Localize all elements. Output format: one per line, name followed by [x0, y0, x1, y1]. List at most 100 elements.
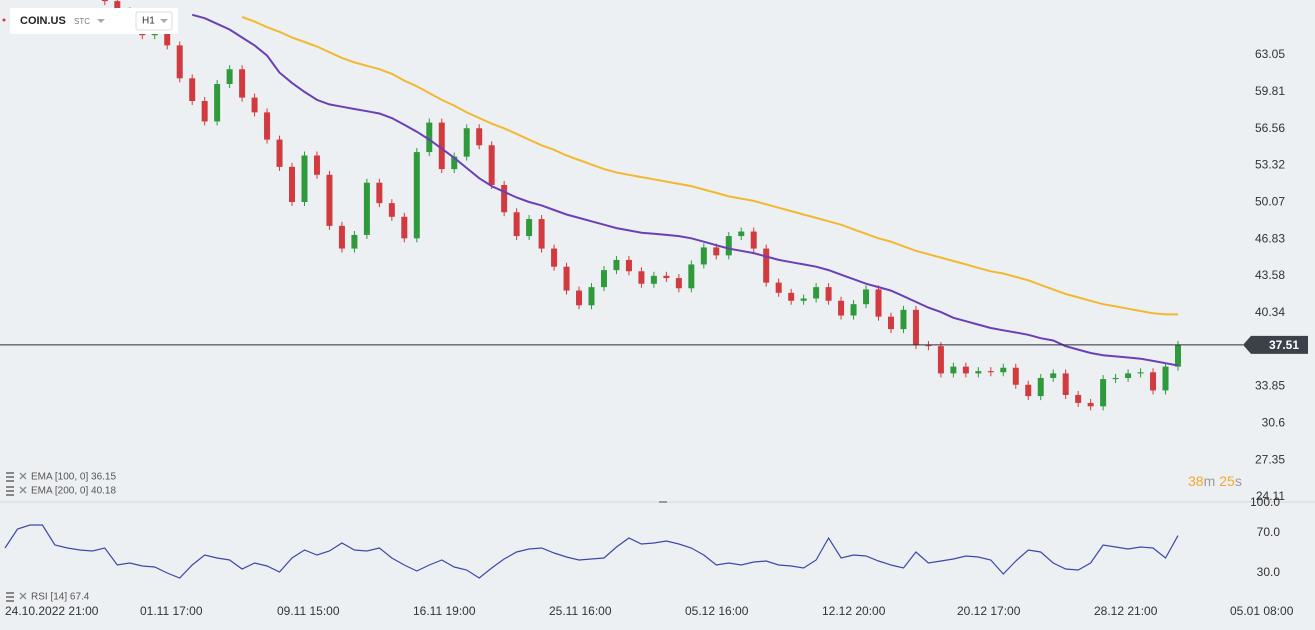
candle — [725, 236, 732, 256]
candle — [338, 225, 345, 249]
candle — [838, 300, 845, 316]
rsi-line — [4, 524, 1179, 579]
candle — [501, 185, 508, 213]
symbol[interactable]: COIN.US — [20, 15, 66, 27]
axes: 63.05 59.81 56.56 53.32 50.07 46.83 43.58 40.34… — [5, 47, 1294, 618]
countdown-seconds: 25 — [1219, 473, 1235, 489]
candle — [1175, 345, 1181, 367]
candle — [1050, 373, 1057, 378]
candle — [875, 289, 882, 317]
candle — [1012, 367, 1019, 385]
price-tag — [1243, 335, 1308, 354]
candle — [1125, 373, 1132, 378]
ema-line — [191, 13, 1179, 367]
candle — [313, 155, 320, 175]
candle — [176, 45, 183, 79]
candle — [376, 182, 383, 204]
countdown-seconds-unit: s — [1235, 473, 1242, 489]
y-tick-label: 63.05 — [1255, 47, 1285, 61]
price-pane — [101, 0, 1181, 411]
countdown-minutes-unit: m — [1204, 473, 1216, 489]
candle — [1100, 379, 1107, 407]
symbol-dropdown[interactable] — [97, 19, 105, 23]
candle — [251, 97, 258, 113]
candle — [688, 264, 695, 289]
candle — [887, 316, 894, 330]
x-tick-label: 20.12 17:00 — [957, 604, 1021, 618]
candle — [526, 219, 533, 237]
candle — [588, 287, 595, 306]
rsi-tick-label: 100.0 — [1250, 495, 1280, 509]
legend-ema100: EMA [100, 0] 36.15 — [31, 472, 116, 483]
rsi-tick-label: 70.0 — [1257, 525, 1281, 539]
candle — [1062, 373, 1069, 395]
x-tick-label: 16.11 19:00 — [413, 604, 476, 618]
candle — [426, 122, 433, 153]
candle — [301, 155, 308, 203]
candle — [700, 247, 707, 265]
candle — [800, 298, 807, 301]
x-tick-label: 01.11 17:00 — [140, 604, 203, 618]
x-tick-label: 24.10.2022 21:00 — [5, 604, 99, 618]
candle — [114, 1, 121, 12]
candle — [1025, 384, 1032, 397]
countdown: 38m 25s — [1188, 473, 1242, 489]
legend-icons — [6, 472, 14, 602]
candle — [987, 371, 994, 373]
x-tick-label: 28.12 21:00 — [1094, 604, 1158, 618]
candle — [289, 166, 296, 203]
y-tick-label: 40.34 — [1255, 305, 1285, 319]
candle — [463, 128, 470, 157]
y-tick-label: 30.6 — [1262, 416, 1286, 430]
rsi-tick-label: 30.0 — [1257, 565, 1281, 579]
candle — [763, 248, 770, 283]
candle — [650, 275, 657, 284]
x-tick-label: 25.11 16:00 — [549, 604, 612, 618]
legend-close-icons[interactable] — [19, 472, 27, 600]
interval[interactable]: H1 — [142, 16, 155, 27]
legend-ema200: EMA [200, 0] 40.18 — [31, 486, 116, 497]
candle — [451, 156, 458, 170]
candle — [363, 182, 370, 235]
candle — [164, 30, 171, 46]
candle — [625, 259, 632, 272]
candle — [326, 174, 333, 226]
candle — [438, 122, 445, 170]
candle — [900, 309, 907, 330]
candle — [476, 128, 483, 146]
candle — [750, 231, 757, 249]
candle — [413, 152, 420, 239]
candle — [775, 282, 782, 293]
candle — [513, 212, 520, 237]
candle — [538, 219, 545, 249]
status-dot — [2, 18, 6, 22]
interval-box[interactable] — [135, 11, 173, 31]
pane-handle[interactable] — [659, 501, 667, 503]
candle — [264, 112, 271, 140]
price-tag-label: 37.51 — [1269, 338, 1299, 352]
interval-dropdown[interactable] — [160, 19, 168, 23]
candle — [1150, 372, 1157, 391]
candle — [576, 290, 583, 306]
x-tick-label: 05.01 08:00 — [1230, 604, 1294, 618]
y-tick-label: 50.07 — [1255, 195, 1285, 209]
candle — [351, 234, 358, 249]
candle — [925, 345, 932, 347]
y-tick-label: 56.56 — [1255, 121, 1285, 135]
candle — [201, 101, 208, 122]
ema-line — [241, 16, 1178, 316]
candle — [638, 271, 645, 284]
candle — [1112, 377, 1119, 380]
y-tick-label: 33.85 — [1255, 379, 1285, 393]
legend-rsi: RSI [14] 67.4 — [31, 592, 90, 603]
candle — [401, 216, 408, 239]
candle — [488, 145, 495, 186]
candle — [975, 371, 982, 374]
candle — [675, 278, 682, 289]
candle — [600, 270, 607, 288]
y-tick-label: 43.58 — [1255, 268, 1285, 282]
exchange: STC — [74, 17, 90, 26]
candle — [226, 69, 233, 84]
